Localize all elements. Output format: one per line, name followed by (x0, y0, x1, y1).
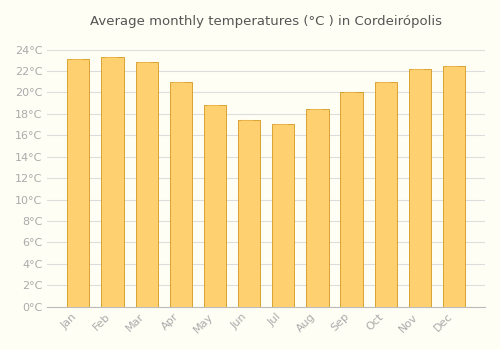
Title: Average monthly temperatures (°C ) in Cordeirópolis: Average monthly temperatures (°C ) in Co… (90, 15, 442, 28)
Bar (238, 120, 260, 307)
Bar (276, 124, 286, 307)
Bar (272, 124, 294, 307)
Bar (306, 108, 328, 307)
Bar (443, 66, 465, 307)
Bar (136, 62, 158, 307)
Bar (378, 82, 389, 307)
Bar (340, 92, 362, 307)
Bar (173, 82, 184, 307)
Bar (102, 57, 124, 307)
Bar (207, 105, 218, 307)
Bar (70, 59, 82, 307)
Bar (344, 92, 355, 307)
Bar (139, 62, 150, 307)
Bar (446, 66, 458, 307)
Bar (409, 69, 431, 307)
Bar (242, 120, 252, 307)
Bar (170, 82, 192, 307)
Bar (310, 108, 320, 307)
Bar (68, 59, 90, 307)
Bar (412, 69, 423, 307)
Bar (104, 57, 116, 307)
Bar (374, 82, 397, 307)
Bar (204, 105, 226, 307)
